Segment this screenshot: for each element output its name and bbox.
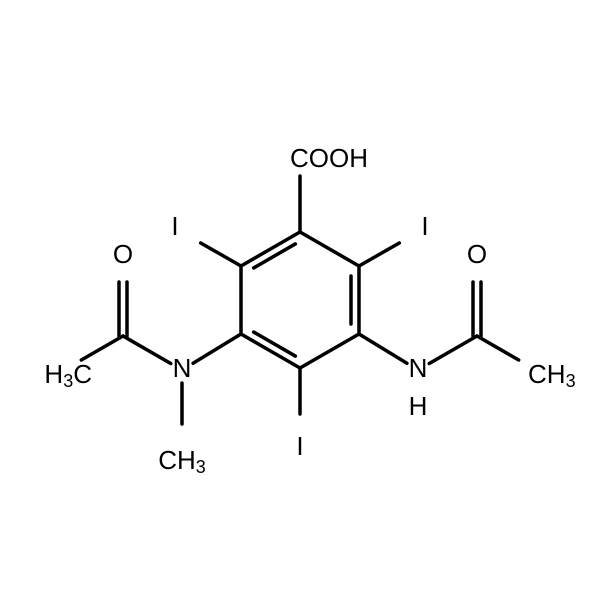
ring-bond: [300, 232, 359, 266]
label-O-left: O: [113, 239, 133, 269]
bond-i_tl: [201, 243, 241, 266]
molecule-diagram: COOHIIINHOCH3NOH3CCH3: [0, 0, 600, 600]
bond-n-co-right: [429, 336, 477, 364]
bond-bl-n: [193, 334, 241, 363]
label-CH3-left-b: CH3: [158, 445, 206, 477]
bond-n-co-left: [123, 336, 171, 364]
label-CH3-right: CH3: [528, 359, 576, 391]
label-O-right: O: [467, 239, 487, 269]
ring-bond: [300, 334, 359, 368]
label-NH-right: H: [409, 391, 428, 421]
bond-i_tr: [359, 243, 399, 266]
label-i_bottom: I: [296, 431, 303, 461]
bond-co-ch3-left: [81, 336, 123, 360]
bond-co-ch3-right: [477, 336, 519, 360]
label-cooh: COOH: [290, 143, 368, 173]
double-bond-outer: [241, 334, 300, 368]
label-N-left: N: [173, 353, 192, 383]
double-bond-outer: [241, 232, 300, 266]
label-H3C-left: H3C: [44, 359, 92, 391]
bond-br-n: [359, 334, 407, 363]
label-i_tr: I: [421, 211, 428, 241]
label-i_tl: I: [171, 211, 178, 241]
label-N-right: N: [409, 353, 428, 383]
